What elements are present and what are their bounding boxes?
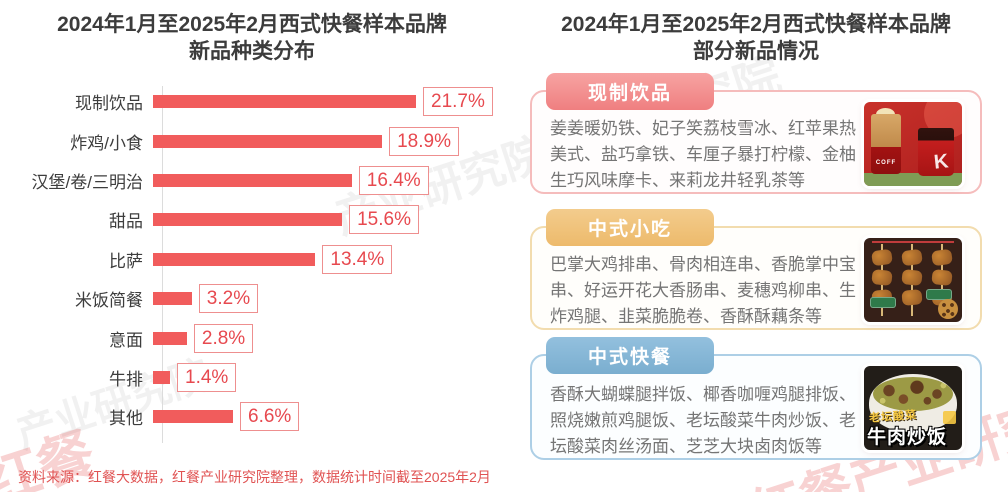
red-coffee-drinks-photo: COFF K [864,102,962,186]
value-label: 16.4% [358,165,429,195]
card-fresh-drinks-items: 姜姜暖奶铁、妃子笑荔枝雪冰、红苹果热美式、盐巧拿铁、车厘子暴打柠檬、金柚生巧风味… [550,119,856,190]
category-label: 比萨 [109,251,143,271]
right-panel-title-line1: 2024年1月至2025年2月西式快餐样本品牌 [561,13,951,36]
value-label: 15.6% [349,205,419,235]
bar-row: 现制饮品 21.7% [18,82,498,121]
category-label: 汉堡/卷/三明治 [31,172,143,192]
card-fresh-drinks: 现制饮品 姜姜暖奶铁、妃子笑荔枝雪冰、红苹果热美式、盐巧拿铁、车厘子暴打柠檬、金… [530,73,982,194]
card-chinese-fastfood-items: 香酥大蝴蝶腿拌饭、椰香咖喱鸡腿排饭、照烧嫩煎鸡腿饭、老坛酸菜牛肉炒饭、老坛酸菜肉… [550,385,856,456]
green-label-badge [926,289,952,300]
bar [153,252,316,266]
bar-row: 意面 2.8% [18,318,498,357]
dish-title-text: 牛肉炒饭 [867,427,948,448]
k-logo: K [932,150,950,174]
data-source-note: 资料来源：红餐大数据，红餐产业研究院整理，数据统计时间截至2025年2月 [18,469,491,485]
bar [153,213,343,227]
bar-row: 比萨 13.4% [18,240,498,279]
bar-row: 汉堡/卷/三明治 16.4% [18,161,498,200]
hot-americano-cup [918,128,954,176]
bar [153,292,192,306]
photo-accent-line [872,241,954,243]
skewer [901,244,923,316]
fried-piece [931,248,953,267]
card-chinese-fastfood: 中式快餐 香酥大蝴蝶腿拌饭、椰香咖喱鸡腿排饭、照烧嫩煎鸡腿饭、老坛酸菜牛肉炒饭、… [530,337,982,460]
green-label-badge [870,297,896,308]
fried-skewers-photo [864,238,962,322]
value-label: 21.7% [423,87,493,117]
fried-piece [901,289,923,306]
iced-coffee-cup [871,114,901,174]
bar [153,173,352,187]
category-label: 意面 [109,330,143,350]
fried-rice [873,377,953,411]
category-label: 其他 [109,409,143,429]
card-chinese-snacks: 中式小吃 巴掌大鸡排串、骨肉相连串、香脆掌中宝串、好运开花大香肠串、麦穗鸡柳串、… [530,209,982,330]
bar-chart: 现制饮品 21.7% 炸鸡/小食 18.9% 汉堡/卷/三明治 16.4% 甜品… [18,82,498,437]
card-chinese-fastfood-tab: 中式快餐 [546,337,714,374]
category-label: 炸鸡/小食 [70,133,143,153]
fried-piece [901,248,923,267]
beef-fried-rice-bowl-photo: 老坛酸菜 牛肉炒饭 [864,366,962,450]
fried-piece [931,268,953,287]
bar-row: 米饭简餐 3.2% [18,279,498,318]
value-label: 3.2% [198,284,259,314]
value-label: 13.4% [322,244,393,274]
skewer [871,244,893,316]
bar [153,95,416,109]
bar [153,331,187,345]
fried-piece [901,268,923,287]
card-fresh-drinks-tab: 现制饮品 [546,73,714,110]
cup-brand-text: COFF [875,160,897,166]
lotus-root-slice [938,299,958,319]
bar-row: 牛排 1.4% [18,358,498,397]
value-label: 18.9% [389,126,459,156]
fried-piece [871,268,893,287]
fried-piece [871,248,893,267]
value-label: 2.8% [193,323,254,353]
bar [153,370,170,384]
bar-row: 其他 6.6% [18,397,498,436]
bar [153,410,233,424]
value-label: 6.6% [240,402,300,432]
left-chart-title-line2: 新品种类分布 [189,40,315,63]
yellow-seal [943,411,956,424]
right-panel-title: 2024年1月至2025年2月西式快餐样本品牌 部分新品情况 [504,11,1008,65]
category-label: 米饭简餐 [75,291,143,311]
skewer [931,244,953,316]
category-label: 甜品 [109,212,143,232]
card-chinese-snacks-items: 巴掌大鸡排串、骨肉相连串、香脆掌中宝串、好运开花大香肠串、麦穗鸡柳串、生炸鸡腿、… [550,255,856,326]
rice-bowl [869,374,957,432]
left-chart-title: 2024年1月至2025年2月西式快餐样本品牌 新品种类分布 [0,11,504,65]
photo-table-surface [864,173,962,186]
card-chinese-snacks-tab: 中式小吃 [546,209,714,246]
left-chart-title-line1: 2024年1月至2025年2月西式快餐样本品牌 [57,13,447,36]
value-label: 1.4% [177,362,237,392]
bar-row: 甜品 15.6% [18,200,498,239]
bar [153,134,383,148]
right-panel-title-line2: 部分新品情况 [693,40,819,63]
category-label: 牛排 [109,369,143,389]
category-label: 现制饮品 [75,94,143,114]
bar-row: 炸鸡/小食 18.9% [18,121,498,160]
